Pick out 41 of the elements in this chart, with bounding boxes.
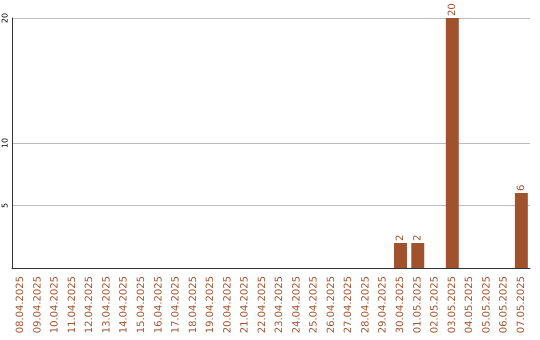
x-tick-label: 11.04.2025	[66, 276, 78, 334]
x-tick-label: 04.05.2025	[464, 276, 476, 334]
x-tick-label: 16.04.2025	[153, 276, 164, 334]
x-tick-label: 30.04.2025	[395, 276, 406, 334]
x-tick-label: 01.05.2025	[412, 276, 424, 334]
x-tick-label: 09.04.2025	[32, 276, 44, 334]
x-tick-label: 17.04.2025	[170, 276, 182, 334]
x-tick-label: 08.04.2025	[15, 276, 26, 334]
x-tick-label: 23.04.2025	[274, 276, 286, 334]
y-tick-label: 20	[0, 12, 10, 24]
x-tick-label: 05.05.2025	[481, 276, 492, 334]
x-tick-label: 25.04.2025	[308, 276, 320, 334]
x-tick-label: 26.04.2025	[326, 276, 337, 334]
bar	[394, 243, 407, 268]
x-tick-label: 14.04.2025	[118, 276, 130, 334]
x-tick-label: 06.05.2025	[498, 276, 510, 334]
x-tick-label: 12.04.2025	[84, 276, 96, 334]
x-tick-label: 07.05.2025	[516, 276, 527, 334]
x-tick-label: 29.04.2025	[378, 276, 389, 334]
x-tick-label: 21.04.2025	[240, 276, 251, 334]
data-label: 2	[412, 234, 424, 241]
x-tick-label: 28.04.2025	[360, 276, 372, 334]
y-tick-label: 10	[0, 138, 10, 148]
y-tick-label: 5	[0, 202, 10, 208]
data-label: 2	[395, 234, 406, 241]
x-tick-label: 20.04.2025	[222, 276, 234, 334]
data-label: 6	[516, 184, 527, 191]
x-tick-label: 10.04.2025	[50, 276, 61, 334]
x-tick-label: 02.05.2025	[430, 276, 441, 334]
x-tick-label: 03.05.2025	[446, 276, 458, 334]
x-tick-label: 24.04.2025	[291, 276, 302, 334]
bar	[411, 243, 424, 268]
x-tick-label: 19.04.2025	[205, 276, 216, 334]
bar	[514, 193, 528, 268]
bar	[446, 18, 459, 268]
x-tick-label: 15.04.2025	[136, 276, 147, 334]
data-label: 20	[446, 3, 458, 16]
x-tick-label: 27.04.2025	[343, 276, 354, 334]
x-tick-label: 22.04.2025	[256, 276, 268, 334]
x-tick-label: 13.04.2025	[101, 276, 112, 334]
x-tick-label: 18.04.2025	[188, 276, 199, 334]
